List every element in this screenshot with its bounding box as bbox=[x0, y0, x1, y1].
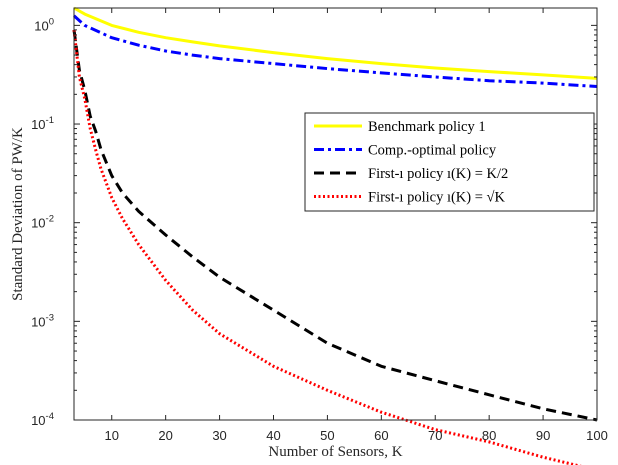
y-axis-ticks: 100 10-1 10-2 10-3 10-4 bbox=[31, 16, 597, 428]
series-line-3 bbox=[72, 29, 598, 422]
x-axis-label: Number of Sensors, K bbox=[268, 444, 402, 460]
legend-label-3: First-ı policy ı(K) = K/2 bbox=[368, 166, 508, 182]
x-tick-label: 30 bbox=[212, 428, 226, 443]
legend-box bbox=[304, 112, 595, 212]
series-line-2 bbox=[73, 14, 598, 88]
series-line-4 bbox=[72, 29, 582, 465]
legend-label-2: Comp.-optimal policy bbox=[368, 143, 497, 159]
x-tick-label: 60 bbox=[374, 428, 388, 443]
y-tick-label: 10-4 bbox=[31, 411, 54, 428]
x-tick-label: 100 bbox=[586, 428, 608, 443]
x-tick-label: 80 bbox=[482, 428, 496, 443]
y-tick-label: 10-3 bbox=[31, 312, 54, 329]
x-tick-label: 70 bbox=[428, 428, 442, 443]
x-tick-label: 10 bbox=[105, 428, 119, 443]
series-line-1 bbox=[73, 6, 598, 80]
axes-box bbox=[73, 7, 598, 421]
y-axis-label: Standard Deviation of PW/K bbox=[10, 127, 26, 301]
x-tick-label: 50 bbox=[320, 428, 334, 443]
x-axis-ticks: 10 20 30 40 50 60 70 80 90 100 bbox=[105, 8, 608, 443]
legend-label-4: First-ı policy ı(K) = √K bbox=[368, 190, 505, 206]
legend-label-1: Benchmark policy 1 bbox=[368, 119, 486, 135]
legend: Benchmark policy 1 Comp.-optimal policy Fi… bbox=[304, 112, 595, 212]
x-tick-label: 40 bbox=[266, 428, 280, 443]
x-tick-label: 90 bbox=[536, 428, 550, 443]
y-tick-label: 10-1 bbox=[31, 115, 54, 132]
x-tick-label: 20 bbox=[158, 428, 172, 443]
plot-series bbox=[72, 6, 598, 465]
y-tick-label: 100 bbox=[34, 16, 54, 33]
y-tick-label: 10-2 bbox=[31, 214, 54, 231]
